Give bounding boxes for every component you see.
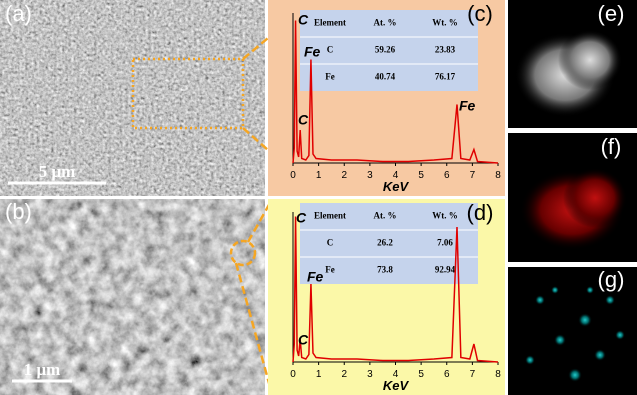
sem-image (0, 199, 265, 395)
peak-label: Fe (304, 43, 321, 59)
connector (246, 202, 272, 243)
table-header: Wt. % (432, 211, 458, 221)
table-cell: C (327, 45, 334, 55)
table-background (300, 10, 478, 91)
x-tick-label: 3 (367, 369, 373, 380)
peak-label: C (298, 331, 309, 347)
table-cell: Fe (325, 72, 335, 82)
table-cell: 92.94 (435, 265, 456, 275)
scale-label: 5 μm (39, 162, 76, 181)
connector (242, 37, 269, 60)
x-axis-label: KeV (383, 378, 410, 393)
x-tick-label: 7 (470, 170, 476, 181)
table-header: At. % (374, 211, 397, 221)
panel-label: (c) (467, 1, 493, 26)
peak-label: Fe (459, 97, 476, 113)
x-axis-label: KeV (383, 179, 410, 194)
x-tick-label: 7 (470, 369, 476, 380)
peak-label: C (296, 209, 307, 225)
table-header: At. % (374, 18, 397, 28)
panel-label: (g) (598, 267, 625, 292)
peak-label: Fe (307, 268, 324, 284)
spectrum-line (292, 216, 499, 363)
x-tick-label: 0 (290, 170, 296, 181)
zoom-box (131, 57, 245, 130)
table-header: Element (314, 18, 346, 28)
x-tick-label: 2 (341, 369, 347, 380)
table-cell: 40.74 (375, 72, 396, 82)
scale-label: 1 μm (24, 360, 61, 379)
zoom-circle (229, 239, 257, 267)
x-tick-label: 1 (316, 369, 322, 380)
sem-image (0, 0, 265, 196)
panel-label: (f) (601, 134, 622, 159)
spectrum-line (292, 20, 499, 164)
panel-label: (d) (467, 200, 494, 225)
table-header: Element (314, 211, 346, 221)
panel-label: (b) (5, 199, 32, 224)
table-cell: 26.2 (377, 238, 393, 248)
map-blob (563, 168, 627, 228)
panel-label: (a) (5, 1, 32, 26)
x-tick-label: 2 (341, 170, 347, 181)
x-tick-label: 4 (393, 369, 399, 380)
table-cell: 7.06 (437, 238, 453, 248)
table-cell: 59.26 (375, 45, 396, 55)
x-tick-label: 0 (290, 369, 296, 380)
table-cell: 73.8 (377, 265, 393, 275)
x-tick-label: 8 (495, 369, 501, 380)
map-blob (558, 30, 622, 90)
connector (242, 127, 269, 151)
table-cell: 76.17 (435, 72, 456, 82)
x-tick-label: 5 (418, 170, 424, 181)
peak-label: C (298, 11, 309, 27)
table-header: Wt. % (432, 18, 458, 28)
map-dots (525, 286, 625, 382)
connector (234, 262, 274, 395)
x-tick-label: 6 (444, 369, 450, 380)
x-tick-label: 3 (367, 170, 373, 181)
x-tick-label: 5 (418, 369, 424, 380)
table-cell: Fe (325, 265, 335, 275)
panel-label: (e) (598, 1, 625, 26)
x-tick-label: 4 (393, 170, 399, 181)
table-cell: 23.83 (435, 45, 456, 55)
table-background (300, 203, 478, 284)
x-tick-label: 1 (316, 170, 322, 181)
x-tick-label: 8 (495, 170, 501, 181)
x-tick-label: 6 (444, 170, 450, 181)
peak-label: C (298, 111, 309, 127)
table-cell: C (327, 238, 334, 248)
